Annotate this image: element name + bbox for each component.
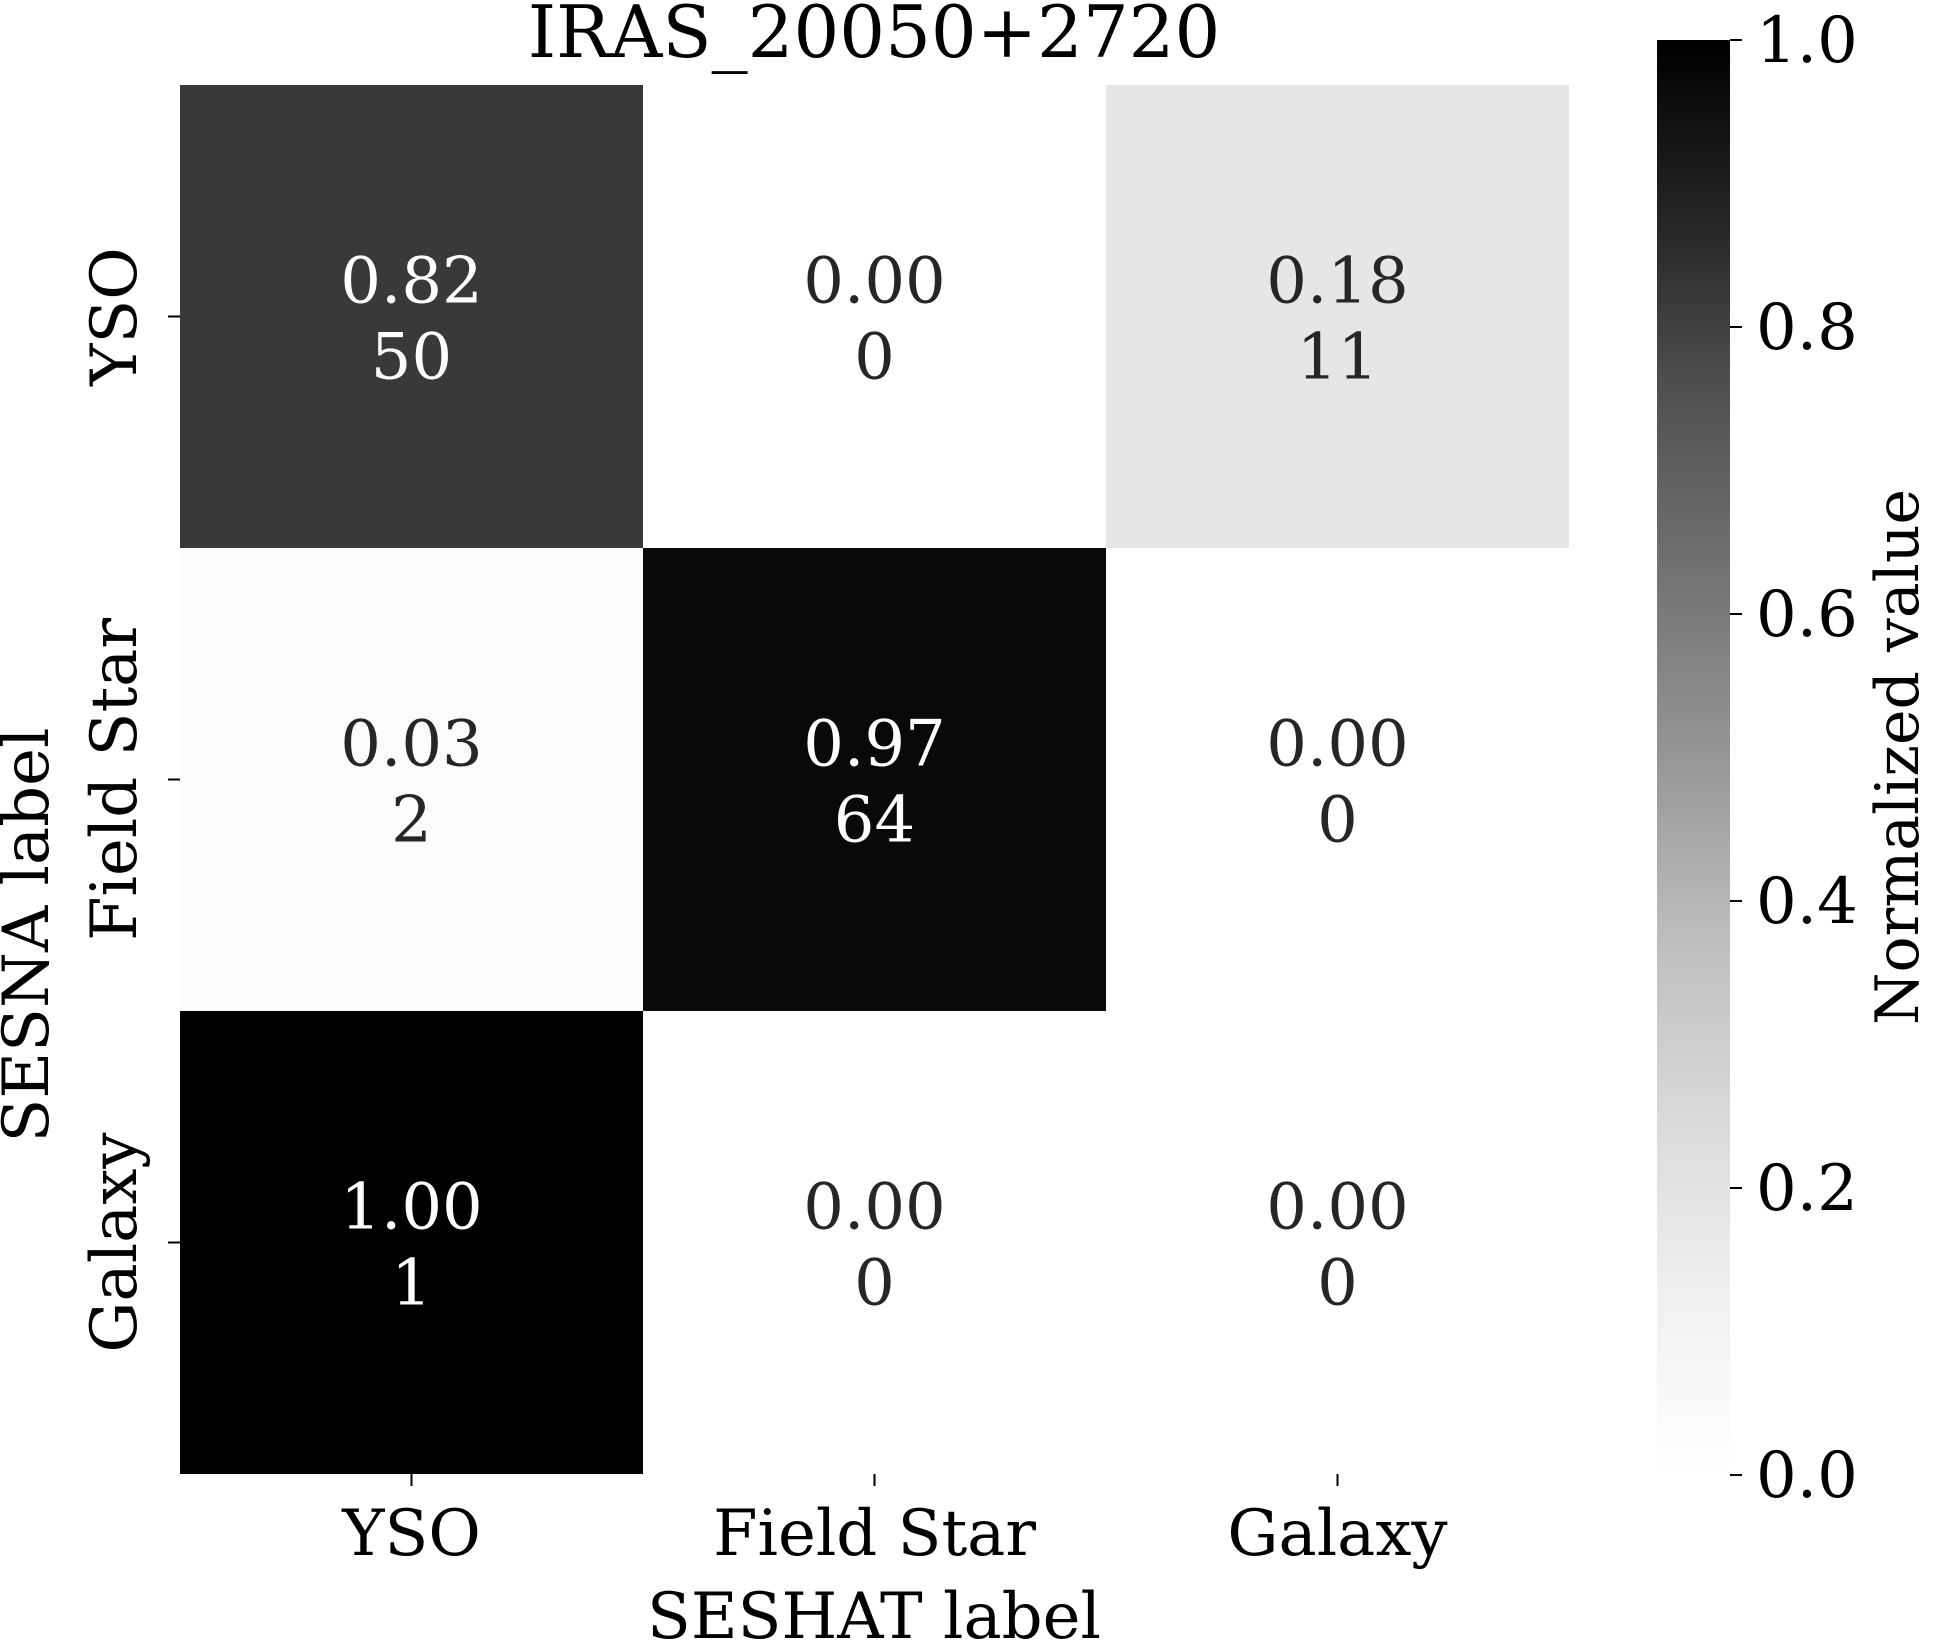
x-axis: YSO Field Star Galaxy xyxy=(341,1474,1448,1571)
y-axis: YSO Field Star Galaxy xyxy=(78,247,180,1353)
heatmap-cell-r2-c0 xyxy=(180,1011,643,1474)
heatmap-cell-r1-c1 xyxy=(643,548,1106,1011)
heatmap-cell-r2-c1 xyxy=(643,1011,1106,1474)
cell-count-label-r1-c2: 0 xyxy=(1317,784,1358,858)
cell-count-label-r2-c2: 0 xyxy=(1317,1247,1358,1321)
colorbar-tick-label-2: 0.4 xyxy=(1756,865,1858,939)
cell-count-label-r1-c0: 2 xyxy=(391,784,432,858)
cell-value-label-r1-c0: 0.03 xyxy=(340,708,483,782)
heatmap-cell-r0-c2 xyxy=(1106,85,1569,548)
colorbar-tick-label-4: 0.8 xyxy=(1756,291,1858,365)
cell-value-label-r0-c2: 0.18 xyxy=(1266,245,1409,319)
heatmap-cell-r0-c0 xyxy=(180,85,643,548)
y-tick-label-0: YSO xyxy=(78,247,152,387)
colorbar-tick-label-0: 0.0 xyxy=(1756,1439,1858,1513)
cell-count-label-r1-c1: 64 xyxy=(834,784,915,858)
y-tick-label-1: Field Star xyxy=(78,618,152,941)
cell-value-label-r1-c1: 0.97 xyxy=(803,708,946,782)
chart-title: IRAS_20050+2720 xyxy=(528,0,1221,74)
cell-value-label-r2-c1: 0.00 xyxy=(803,1171,946,1245)
cell-count-label-r0-c0: 50 xyxy=(371,321,452,395)
heatmap-cell-r1-c0 xyxy=(180,548,643,1011)
x-tick-label-1: Field Star xyxy=(713,1497,1036,1571)
colorbar: 0.0 0.2 0.4 0.6 0.8 1.0 Normalized value xyxy=(1657,4,1933,1513)
cell-value-label-r2-c2: 0.00 xyxy=(1266,1171,1409,1245)
cell-value-label-r2-c0: 1.00 xyxy=(340,1171,483,1245)
cell-value-label-r1-c2: 0.00 xyxy=(1266,708,1409,782)
cell-count-label-r2-c1: 0 xyxy=(854,1247,895,1321)
heatmap-cell-labels: 0.82500.0000.18110.0320.97640.0001.0010.… xyxy=(340,245,1409,1321)
cell-count-label-r2-c0: 1 xyxy=(391,1247,432,1321)
cell-value-label-r0-c1: 0.00 xyxy=(803,245,946,319)
colorbar-tick-label-3: 0.6 xyxy=(1756,578,1858,652)
x-tick-label-0: YSO xyxy=(341,1497,481,1571)
heatmap-cell-r2-c2 xyxy=(1106,1011,1569,1474)
heatmap-cells xyxy=(180,85,1569,1474)
heatmap-cell-r0-c1 xyxy=(643,85,1106,548)
heatmap-cell-r1-c2 xyxy=(1106,548,1569,1011)
colorbar-gradient xyxy=(1657,40,1730,1475)
x-tick-label-2: Galaxy xyxy=(1227,1497,1447,1571)
cell-value-label-r0-c0: 0.82 xyxy=(340,245,483,319)
x-axis-label: SESHAT label xyxy=(647,1580,1101,1640)
y-axis-label: SESNA label xyxy=(0,728,64,1143)
colorbar-tick-label-1: 0.2 xyxy=(1756,1152,1858,1226)
cell-count-label-r0-c2: 11 xyxy=(1297,321,1378,395)
colorbar-tick-label-5: 1.0 xyxy=(1756,4,1858,78)
colorbar-ticks: 0.0 0.2 0.4 0.6 0.8 1.0 xyxy=(1730,4,1858,1513)
cell-count-label-r0-c1: 0 xyxy=(854,321,895,395)
colorbar-label: Normalized value xyxy=(1863,489,1933,1025)
y-tick-label-2: Galaxy xyxy=(78,1132,152,1352)
